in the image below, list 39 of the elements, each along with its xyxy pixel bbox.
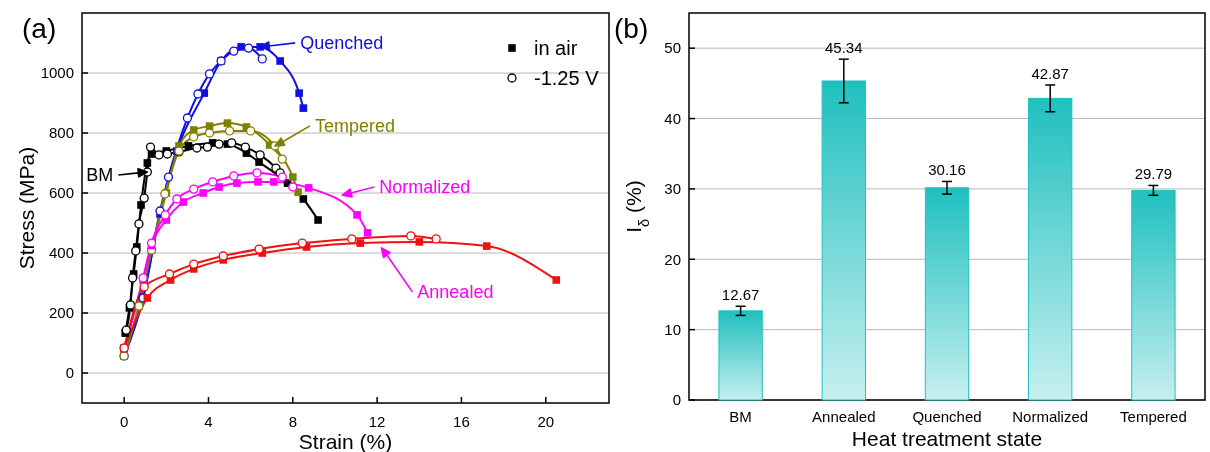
y-tick-label: 50 [664, 39, 681, 57]
y-tick-label: 10 [664, 320, 681, 338]
data-label: 12.67 [721, 286, 760, 304]
chart-title: (a) [22, 13, 57, 44]
y-tick-label: 200 [48, 304, 74, 322]
y-tick-label: 0 [65, 364, 74, 382]
x-tick-label: 12 [368, 413, 386, 430]
y-tick-label: 0 [672, 391, 681, 409]
x-tick-label: BM [729, 408, 752, 425]
y-tick-label: 20 [664, 250, 681, 268]
x-tick-label: 16 [453, 413, 470, 430]
x-tick-label: 8 [288, 413, 297, 430]
y-axis-title: Stress (MPa) [15, 146, 38, 270]
legend-label: in air [534, 37, 578, 59]
annotation: BM [86, 165, 114, 186]
y-tick-label: 800 [48, 124, 74, 142]
data-label: 29.79 [1134, 165, 1173, 183]
chart-title: (b) [614, 13, 649, 44]
x-tick-label: 20 [537, 413, 555, 430]
annotation: Annealed [417, 282, 494, 303]
y-tick-label: 1000 [40, 64, 74, 82]
x-tick-label: Normalized [1012, 408, 1089, 425]
data-label: 42.87 [1031, 64, 1069, 82]
legend-label: -1.25 V [534, 67, 600, 89]
x-axis-title: Heat treatment state [851, 427, 1043, 450]
x-tick-label: Annealed [812, 408, 876, 425]
annotation: Tempered [314, 116, 395, 137]
y-tick-label: 400 [48, 244, 74, 262]
x-tick-label: 4 [204, 413, 213, 430]
y-tick-label: 600 [48, 184, 74, 202]
x-tick-label: Tempered [1120, 408, 1187, 425]
y-tick-label: 30 [664, 180, 681, 198]
annotation: Quenched [300, 33, 384, 54]
y-tick-label: 40 [664, 109, 681, 127]
x-tick-label: 0 [119, 413, 129, 430]
annotation: Normalized [379, 177, 471, 198]
x-tick-label: Quenched [912, 408, 982, 425]
data-label: 45.34 [825, 39, 863, 57]
data-label: 30.16 [928, 161, 966, 179]
